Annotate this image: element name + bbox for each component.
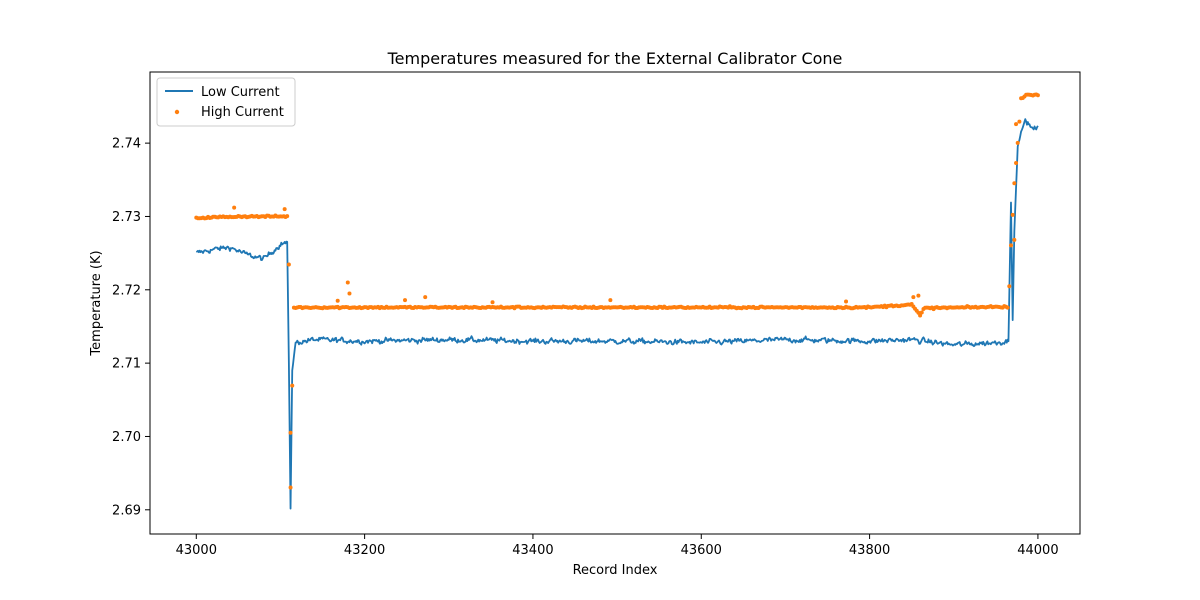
scatter-point — [288, 430, 293, 435]
scatter-point — [288, 485, 293, 490]
scatter-point — [285, 214, 290, 219]
scatter-point — [918, 313, 923, 318]
scatter-point — [232, 205, 237, 210]
legend-label-low-current: Low Current — [201, 85, 280, 100]
x-tick-label: 44000 — [1017, 543, 1058, 558]
legend-label-high-current: High Current — [201, 105, 284, 120]
x-tick-label: 43400 — [512, 543, 553, 558]
scatter-point — [290, 383, 295, 388]
y-tick-label: 2.71 — [112, 357, 141, 372]
scatter-point — [345, 280, 350, 285]
scatter-point — [1035, 93, 1040, 98]
plot-area-frame — [149, 71, 1081, 535]
scatter-point — [490, 300, 495, 305]
x-tick-label: 43200 — [344, 543, 385, 558]
scatter-point — [282, 207, 287, 212]
scatter-point — [919, 310, 924, 315]
series-scatter-high-current — [194, 92, 1040, 490]
scatter-point — [916, 293, 921, 298]
x-tick-label: 43000 — [176, 543, 217, 558]
scatter-point — [423, 295, 428, 300]
scatter-point — [335, 298, 340, 303]
scatter-point — [1012, 237, 1017, 242]
series-layer — [194, 92, 1040, 510]
scatter-point — [608, 298, 613, 303]
x-tick-label: 43600 — [681, 543, 722, 558]
scatter-point — [286, 262, 291, 267]
scatter-point — [1014, 122, 1019, 127]
y-tick-label: 2.74 — [112, 137, 141, 152]
scatter-point — [1012, 181, 1017, 186]
x-tick-label: 43800 — [849, 543, 890, 558]
x-axis: 43000 43200 43400 43600 43800 44000 — [176, 534, 1059, 558]
scatter-point — [1017, 119, 1022, 124]
scatter-point — [1007, 284, 1012, 289]
chart-title: Temperatures measured for the External C… — [387, 49, 843, 68]
scatter-point — [911, 295, 916, 300]
y-tick-label: 2.72 — [112, 283, 141, 298]
legend-scatter-swatch — [174, 109, 180, 115]
scatter-point — [1010, 212, 1015, 217]
y-tick-label: 2.70 — [112, 430, 141, 445]
y-tick-label: 2.73 — [112, 210, 141, 225]
legend: Low Current High Current — [156, 77, 296, 127]
series-line-low-current — [195, 118, 1039, 510]
scatter-point — [1015, 140, 1020, 145]
scatter-point — [347, 291, 352, 296]
scatter-point — [403, 298, 408, 303]
scatter-point — [1005, 305, 1010, 310]
y-axis-label: Temperature (K) — [89, 250, 104, 356]
y-axis: 2.69 2.70 2.71 2.72 2.73 2.74 — [112, 137, 150, 518]
scatter-point — [844, 299, 849, 304]
scatter-point — [1008, 243, 1013, 248]
x-axis-label: Record Index — [573, 563, 658, 578]
scatter-point — [1014, 160, 1019, 165]
y-tick-label: 2.69 — [112, 503, 141, 518]
